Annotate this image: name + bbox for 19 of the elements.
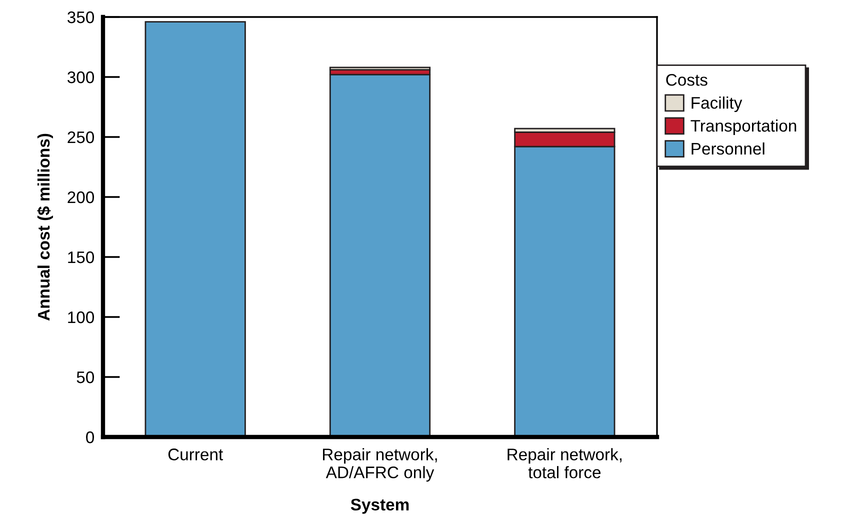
y-tick-label: 200 <box>68 191 94 204</box>
bar <box>329 74 431 437</box>
y-tick-label: 50 <box>76 371 94 384</box>
y-tick-label: 0 <box>86 431 94 444</box>
y-tick-label: 100 <box>68 311 94 324</box>
y-axis-title: Annual cost ($ millions) <box>37 134 53 321</box>
legend-label: Personnel <box>692 142 764 155</box>
x-axis-title: System <box>350 498 409 514</box>
x-tick-label: Repair network, AD/AFRC only <box>323 448 437 482</box>
x-tick-label: Current <box>168 448 223 460</box>
y-tick-label: 350 <box>67 11 94 24</box>
x-tick-label: Repair network, total force <box>508 448 622 478</box>
legend-title: Costs <box>666 74 708 86</box>
y-tick-label: 250 <box>68 131 94 144</box>
y-tick-label: 150 <box>68 251 94 264</box>
y-tick-label: 300 <box>67 71 94 84</box>
legend-label: Transportation <box>690 119 796 136</box>
legend-label: Facility <box>692 96 742 112</box>
bar <box>144 21 246 437</box>
